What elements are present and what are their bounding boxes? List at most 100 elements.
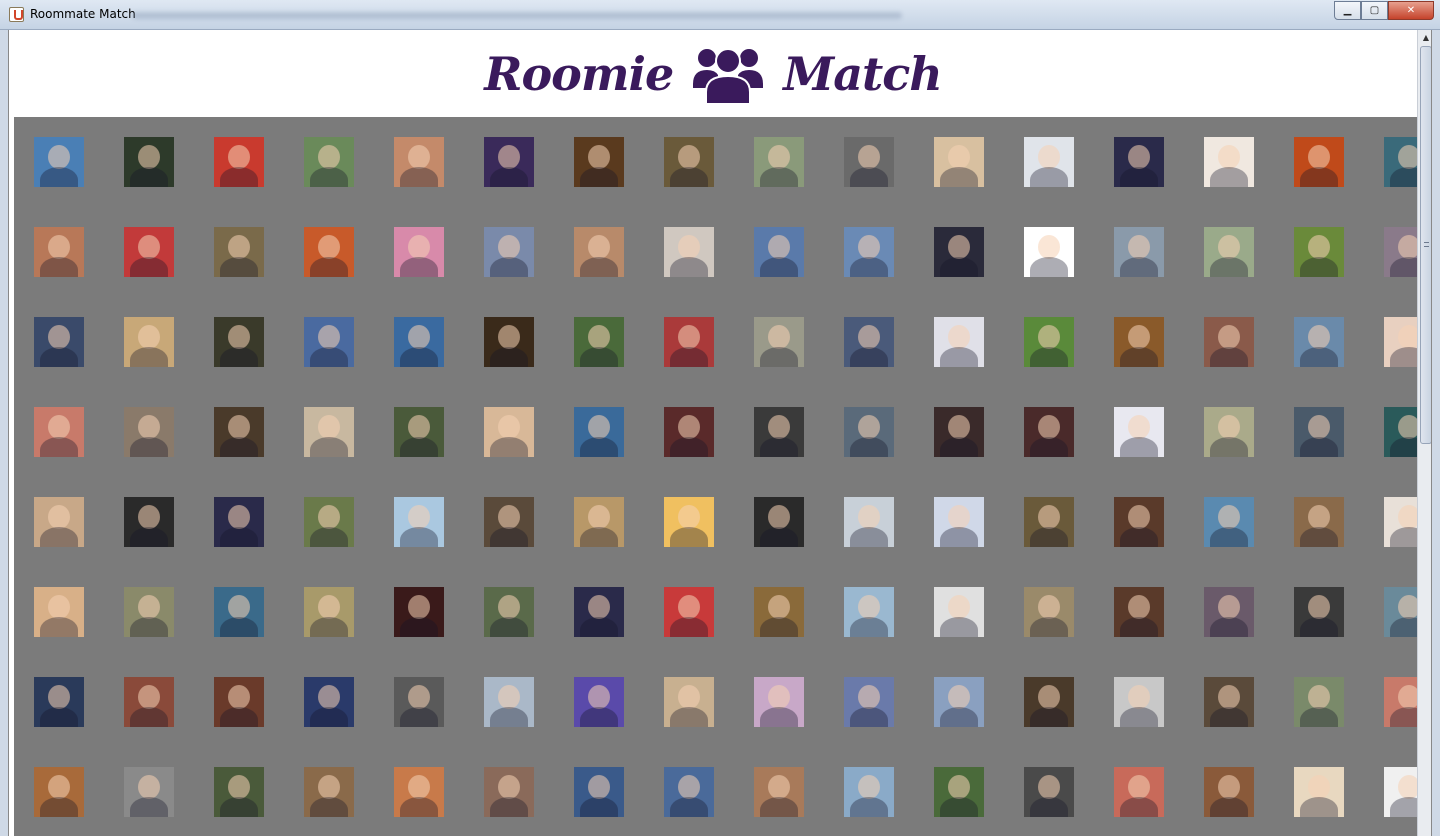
profile-photo-tile[interactable] [574, 317, 624, 367]
profile-photo-tile[interactable] [574, 587, 624, 637]
profile-photo-tile[interactable] [754, 767, 804, 817]
profile-photo-tile[interactable] [1384, 407, 1417, 457]
profile-photo-tile[interactable] [124, 227, 174, 277]
profile-photo-tile[interactable] [1384, 317, 1417, 367]
profile-photo-tile[interactable] [1024, 767, 1074, 817]
profile-photo-tile[interactable] [34, 767, 84, 817]
profile-photo-tile[interactable] [1294, 407, 1344, 457]
profile-photo-tile[interactable] [934, 227, 984, 277]
profile-photo-tile[interactable] [844, 767, 894, 817]
profile-photo-tile[interactable] [1024, 677, 1074, 727]
profile-photo-tile[interactable] [844, 227, 894, 277]
vertical-scrollbar[interactable]: ▲ [1417, 30, 1431, 836]
profile-photo-tile[interactable] [1294, 587, 1344, 637]
profile-photo-tile[interactable] [934, 767, 984, 817]
profile-photo-tile[interactable] [664, 677, 714, 727]
profile-photo-tile[interactable] [1204, 587, 1254, 637]
profile-photo-tile[interactable] [34, 137, 84, 187]
scroll-up-arrow-icon[interactable]: ▲ [1422, 33, 1430, 42]
profile-photo-tile[interactable] [574, 677, 624, 727]
profile-photo-tile[interactable] [214, 677, 264, 727]
profile-photo-tile[interactable] [1294, 137, 1344, 187]
profile-photo-tile[interactable] [844, 677, 894, 727]
profile-photo-tile[interactable] [34, 497, 84, 547]
profile-photo-tile[interactable] [34, 587, 84, 637]
profile-photo-tile[interactable] [1384, 497, 1417, 547]
profile-photo-tile[interactable] [1384, 767, 1417, 817]
profile-photo-tile[interactable] [214, 587, 264, 637]
profile-photo-tile[interactable] [304, 137, 354, 187]
profile-photo-tile[interactable] [484, 407, 534, 457]
profile-photo-tile[interactable] [484, 497, 534, 547]
profile-photo-tile[interactable] [1384, 137, 1417, 187]
profile-photo-tile[interactable] [1204, 317, 1254, 367]
profile-photo-tile[interactable] [394, 407, 444, 457]
profile-photo-tile[interactable] [394, 137, 444, 187]
profile-photo-tile[interactable] [1114, 677, 1164, 727]
profile-photo-tile[interactable] [1384, 227, 1417, 277]
profile-photo-tile[interactable] [1294, 497, 1344, 547]
profile-photo-tile[interactable] [304, 317, 354, 367]
profile-photo-tile[interactable] [574, 497, 624, 547]
profile-photo-tile[interactable] [34, 407, 84, 457]
profile-photo-tile[interactable] [304, 497, 354, 547]
profile-photo-tile[interactable] [934, 137, 984, 187]
profile-photo-tile[interactable] [304, 677, 354, 727]
profile-photo-tile[interactable] [484, 227, 534, 277]
profile-photo-tile[interactable] [754, 227, 804, 277]
profile-photo-tile[interactable] [124, 137, 174, 187]
profile-photo-tile[interactable] [934, 677, 984, 727]
profile-photo-tile[interactable] [214, 317, 264, 367]
close-button[interactable]: ✕ [1388, 1, 1434, 20]
profile-photo-tile[interactable] [214, 497, 264, 547]
profile-photo-tile[interactable] [304, 587, 354, 637]
profile-photo-tile[interactable] [664, 317, 714, 367]
profile-photo-tile[interactable] [304, 227, 354, 277]
profile-photo-tile[interactable] [394, 227, 444, 277]
profile-photo-tile[interactable] [1204, 137, 1254, 187]
profile-photo-tile[interactable] [1294, 227, 1344, 277]
profile-photo-tile[interactable] [34, 317, 84, 367]
profile-photo-tile[interactable] [1384, 587, 1417, 637]
profile-photo-tile[interactable] [214, 137, 264, 187]
profile-photo-tile[interactable] [484, 137, 534, 187]
profile-photo-tile[interactable] [574, 767, 624, 817]
profile-photo-tile[interactable] [394, 497, 444, 547]
profile-photo-tile[interactable] [664, 407, 714, 457]
profile-photo-tile[interactable] [664, 497, 714, 547]
profile-photo-tile[interactable] [1114, 407, 1164, 457]
profile-photo-tile[interactable] [574, 407, 624, 457]
profile-photo-tile[interactable] [1024, 407, 1074, 457]
profile-photo-tile[interactable] [214, 767, 264, 817]
profile-photo-tile[interactable] [1114, 317, 1164, 367]
profile-photo-tile[interactable] [394, 767, 444, 817]
profile-photo-tile[interactable] [394, 587, 444, 637]
profile-photo-tile[interactable] [754, 407, 804, 457]
profile-photo-tile[interactable] [934, 497, 984, 547]
profile-photo-tile[interactable] [664, 767, 714, 817]
profile-photo-tile[interactable] [1384, 677, 1417, 727]
profile-photo-tile[interactable] [1024, 497, 1074, 547]
profile-photo-tile[interactable] [484, 677, 534, 727]
profile-photo-tile[interactable] [574, 227, 624, 277]
profile-photo-tile[interactable] [844, 407, 894, 457]
profile-photo-tile[interactable] [844, 137, 894, 187]
profile-photo-tile[interactable] [124, 407, 174, 457]
profile-photo-tile[interactable] [754, 587, 804, 637]
profile-photo-tile[interactable] [124, 317, 174, 367]
profile-photo-tile[interactable] [1024, 227, 1074, 277]
profile-photo-tile[interactable] [574, 137, 624, 187]
profile-photo-tile[interactable] [1114, 137, 1164, 187]
profile-photo-tile[interactable] [124, 767, 174, 817]
profile-photo-tile[interactable] [1294, 317, 1344, 367]
profile-photo-tile[interactable] [934, 407, 984, 457]
maximize-button[interactable]: ▢ [1361, 1, 1388, 20]
profile-photo-tile[interactable] [124, 677, 174, 727]
profile-photo-tile[interactable] [1204, 767, 1254, 817]
profile-photo-tile[interactable] [304, 407, 354, 457]
profile-photo-tile[interactable] [754, 137, 804, 187]
profile-photo-tile[interactable] [1114, 497, 1164, 547]
profile-photo-tile[interactable] [934, 587, 984, 637]
profile-photo-tile[interactable] [1114, 767, 1164, 817]
profile-photo-tile[interactable] [664, 587, 714, 637]
